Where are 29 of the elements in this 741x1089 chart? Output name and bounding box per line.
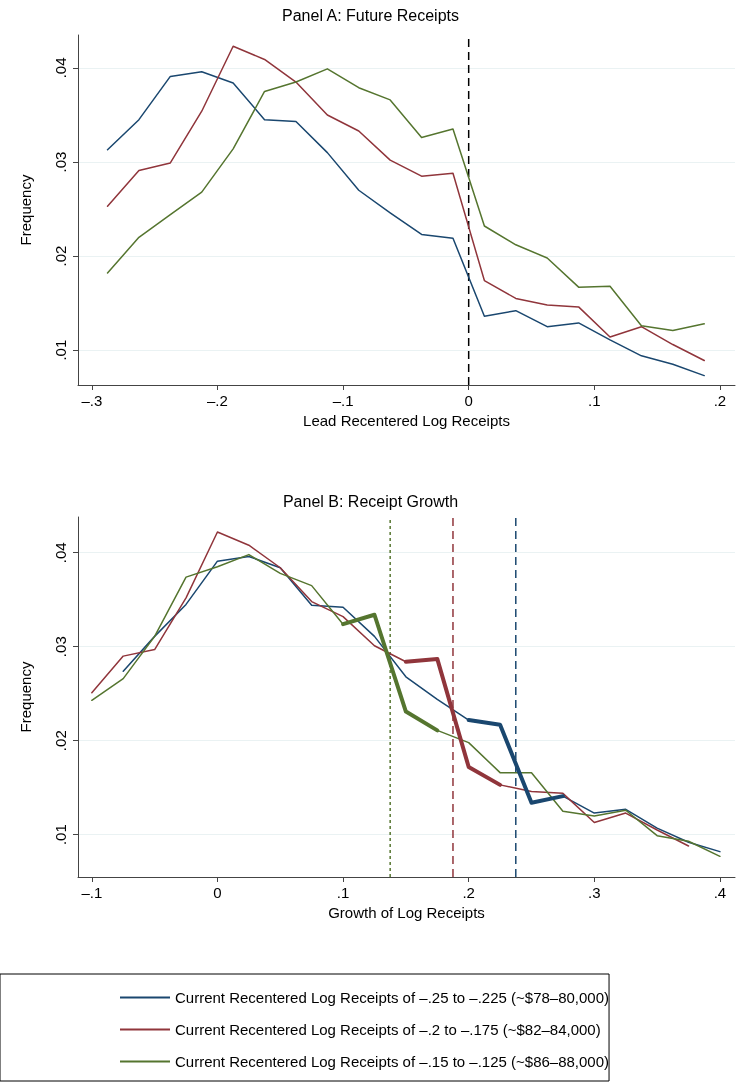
y-tick-label: .02 xyxy=(52,245,69,267)
x-tick-label: .1 xyxy=(336,884,350,901)
y-tick-label: .03 xyxy=(52,151,69,173)
y-tick-label: .04 xyxy=(52,57,69,79)
y-tick-label: .04 xyxy=(52,542,69,564)
x-tick-label: –.1 xyxy=(81,884,103,901)
x-tick-label: –.1 xyxy=(332,392,354,409)
x-tick-label: 0 xyxy=(464,392,473,409)
x-tick-label: .4 xyxy=(713,884,727,901)
legend-label: Current Recentered Log Receipts of –.2 to –.175 (~$82–84,000) xyxy=(175,1021,601,1038)
x-tick-label: –.2 xyxy=(207,392,228,409)
chart-title: Panel B: Receipt Growth xyxy=(282,492,459,510)
x-axis-title: Growth of Log Receipts xyxy=(328,903,485,921)
y-tick-label: .01 xyxy=(52,339,69,361)
x-tick-label: 0 xyxy=(213,884,222,901)
x-tick-label: .2 xyxy=(713,392,727,409)
y-axis-title: Frequency xyxy=(17,661,34,733)
x-axis-title: Lead Recentered Log Receipts xyxy=(303,411,510,429)
x-tick-label: –.3 xyxy=(81,392,103,409)
legend-label: Current Recentered Log Receipts of –.25 to –.225 (~$78–80,000) xyxy=(175,989,610,1006)
legend-label: Current Recentered Log Receipts of –.15 to –.125 (~$86–88,000) xyxy=(175,1053,610,1070)
y-tick-label: .01 xyxy=(52,824,69,846)
chart-title: Panel A: Future Receipts xyxy=(282,6,459,24)
x-tick-label: .1 xyxy=(588,392,601,409)
x-tick-label: .3 xyxy=(588,884,601,901)
y-axis-title: Frequency xyxy=(17,174,34,246)
y-tick-label: .02 xyxy=(52,730,69,752)
x-tick-label: .2 xyxy=(462,884,475,901)
y-tick-label: .03 xyxy=(52,636,69,658)
